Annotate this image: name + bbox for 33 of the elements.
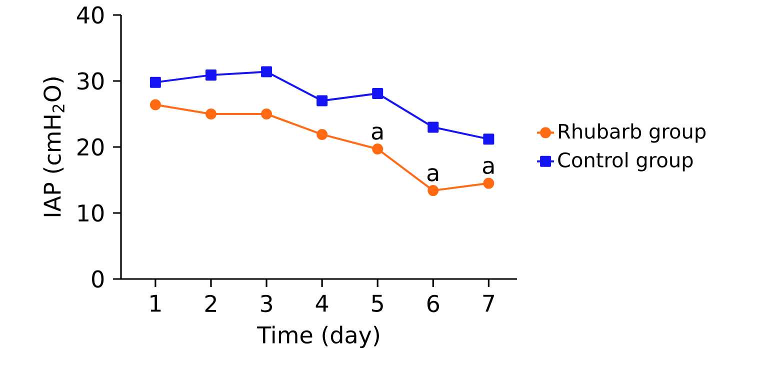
legend-label: Control group xyxy=(558,152,693,172)
point xyxy=(261,66,272,78)
annotation: a xyxy=(427,168,438,182)
point xyxy=(261,108,272,120)
point xyxy=(150,76,161,88)
x-tick-label: 4 xyxy=(316,294,328,312)
x-tick-label: 6 xyxy=(427,294,440,312)
point xyxy=(483,134,494,145)
y-tick-label: 10 xyxy=(78,204,104,222)
legend-label: Rhubarb group xyxy=(559,123,706,143)
point xyxy=(205,108,216,120)
y-axis-title: IAP (cmH$_{2}$O) xyxy=(43,78,64,216)
point xyxy=(372,88,384,100)
point xyxy=(428,122,439,133)
x-tick-label: 5 xyxy=(372,294,383,312)
y-tick-label: 40 xyxy=(77,6,104,24)
y-tick-label: 30 xyxy=(78,72,104,90)
point xyxy=(483,178,494,189)
point xyxy=(372,143,384,154)
x-axis-title: Time (day) xyxy=(257,326,379,348)
y-tick-label: 20 xyxy=(78,138,104,156)
annotation: a xyxy=(483,160,494,174)
point xyxy=(205,70,216,81)
annotation: a xyxy=(372,126,383,140)
y-tick-label: 0 xyxy=(92,270,104,288)
x-tick-label: 7 xyxy=(483,294,494,312)
x-tick-label: 2 xyxy=(205,294,216,312)
x-tick-label: 3 xyxy=(260,294,272,312)
point xyxy=(428,185,439,196)
point xyxy=(150,99,161,110)
x-tick-label: 1 xyxy=(150,294,161,312)
point xyxy=(316,128,328,140)
point xyxy=(316,95,328,106)
